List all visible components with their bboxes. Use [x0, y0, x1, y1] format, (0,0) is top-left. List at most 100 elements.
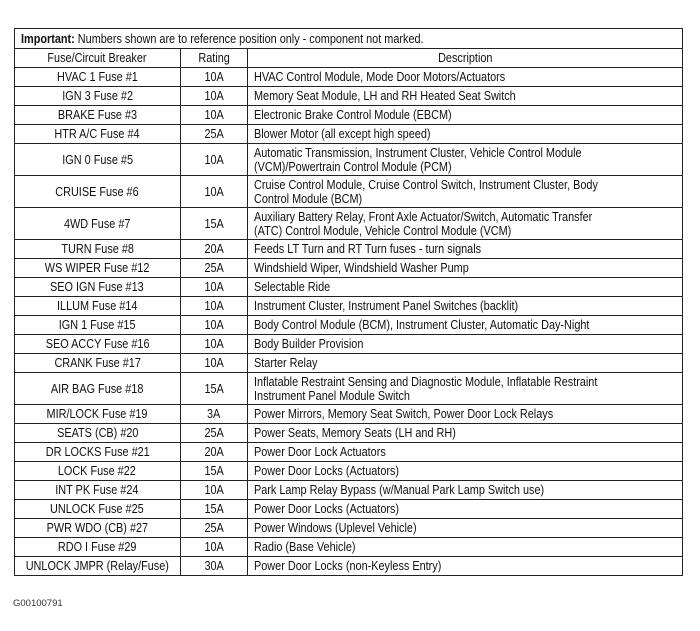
table-row: PWR WDO (CB) #27 25A Power Windows (Upleve… [14, 518, 684, 538]
description-cell: Body Control Module (BCM), Instrument Cl… [246, 315, 684, 335]
notice-row: Important: Numbers shown are to referenc… [14, 28, 683, 49]
header-fuse: Fuse/Circuit Breaker [14, 48, 181, 68]
description-line: Body Control Module (BCM), Instrument Cl… [253, 318, 590, 332]
description-line: Instrument Cluster, Instrument Panel Swi… [253, 299, 518, 313]
description-cell: Electronic Brake Control Module (EBCM) [246, 105, 684, 125]
table-row: UNLOCK JMPR (Relay/Fuse) 30A Power Door Lo… [14, 556, 684, 576]
description-line: Instrument Panel Module Switch [253, 388, 410, 403]
figure-id: G00100791 [13, 598, 63, 609]
description-line: Power Door Locks (Actuators) [253, 464, 399, 478]
description-line: HVAC Control Module, Mode Door Motors/Ac… [253, 70, 505, 84]
description-cell: Power Mirrors, Memory Seat Switch, Power… [246, 404, 684, 424]
rating-cell: 10A [179, 175, 248, 208]
rating-cell: 30A [179, 556, 248, 576]
description-cell: HVAC Control Module, Mode Door Motors/Ac… [246, 67, 684, 87]
description-cell: Park Lamp Relay Bypass (w/Manual Park La… [246, 480, 684, 500]
table-row: CRANK Fuse #17 10A Starter Relay [14, 353, 684, 373]
rating-cell: 25A [179, 423, 248, 443]
description-cell: Power Door Locks (Actuators) [246, 499, 684, 519]
description-line: Power Seats, Memory Seats (LH and RH) [253, 426, 456, 440]
table-row: LOCK Fuse #22 15A Power Door Locks (Actuat… [14, 461, 684, 481]
description-cell: Power Door Locks (non-Keyless Entry) [246, 556, 684, 576]
description-line: Power Door Locks (non-Keyless Entry) [253, 559, 441, 573]
description-line: Windshield Wiper, Windshield Washer Pump [253, 261, 469, 275]
description-line: Cruise Control Module, Cruise Control Sw… [253, 177, 598, 192]
description-cell: Power Windows (Uplevel Vehicle) [246, 518, 684, 538]
fuse-cell: IGN 0 Fuse #5 [14, 143, 181, 176]
fuse-cell: UNLOCK JMPR (Relay/Fuse) [14, 556, 181, 576]
table-row: DR LOCKS Fuse #21 20A Power Door Lock Actu… [14, 442, 684, 462]
table-row: INT PK Fuse #24 10A Park Lamp Relay Bypass… [14, 480, 684, 500]
fuse-cell: HVAC 1 Fuse #1 [14, 67, 181, 87]
fuse-cell: UNLOCK Fuse #25 [14, 499, 181, 519]
fuse-cell: HTR A/C Fuse #4 [14, 124, 181, 144]
table-row: TURN Fuse #8 20A Feeds LT Turn and RT Turn… [14, 239, 684, 259]
table-row: HTR A/C Fuse #4 25A Blower Motor (all exce… [14, 124, 684, 144]
rating-cell: 15A [179, 461, 248, 481]
header-row: Fuse/Circuit Breaker Rating Description [14, 48, 684, 68]
description-cell: Memory Seat Module, LH and RH Heated Sea… [246, 86, 684, 106]
rating-cell: 10A [179, 67, 248, 87]
fuse-cell: IGN 1 Fuse #15 [14, 315, 181, 335]
description-line: Park Lamp Relay Bypass (w/Manual Park La… [253, 483, 544, 497]
description-cell: Radio (Base Vehicle) [246, 537, 684, 557]
description-cell: Selectable Ride [246, 277, 684, 297]
description-cell: Feeds LT Turn and RT Turn fuses - turn s… [246, 239, 684, 259]
description-cell: Cruise Control Module, Cruise Control Sw… [246, 175, 684, 208]
rating-cell: 10A [179, 334, 248, 354]
description-cell: Windshield Wiper, Windshield Washer Pump [246, 258, 684, 278]
rating-cell: 10A [179, 480, 248, 500]
table-row: IGN 3 Fuse #2 10A Memory Seat Module, LH a… [14, 86, 684, 106]
description-line: Memory Seat Module, LH and RH Heated Sea… [253, 89, 516, 103]
rating-cell: 10A [179, 105, 248, 125]
rating-cell: 15A [179, 372, 248, 405]
description-cell: Automatic Transmission, Instrument Clust… [246, 143, 684, 176]
table-row: ILLUM Fuse #14 10A Instrument Cluster, Ins… [14, 296, 684, 316]
rating-cell: 15A [179, 207, 248, 240]
description-cell: Power Seats, Memory Seats (LH and RH) [246, 423, 684, 443]
fuse-cell: LOCK Fuse #22 [14, 461, 181, 481]
fuse-cell: ILLUM Fuse #14 [14, 296, 181, 316]
description-line: Starter Relay [253, 356, 318, 370]
description-cell: Inflatable Restraint Sensing and Diagnos… [246, 372, 684, 405]
description-line: Power Door Lock Actuators [253, 445, 386, 459]
table-row: UNLOCK Fuse #25 15A Power Door Locks (Actu… [14, 499, 684, 519]
description-cell: Instrument Cluster, Instrument Panel Swi… [246, 296, 684, 316]
table-row: RDO I Fuse #29 10A Radio (Base Vehicle) [14, 537, 684, 557]
table-row: IGN 0 Fuse #5 10A Automatic Transmission, … [14, 143, 684, 176]
description-cell: Power Door Lock Actuators [246, 442, 684, 462]
fuse-cell: MIR/LOCK Fuse #19 [14, 404, 181, 424]
rating-cell: 10A [179, 296, 248, 316]
rating-cell: 3A [179, 404, 248, 424]
description-cell: Blower Motor (all except high speed) [246, 124, 684, 144]
fuse-cell: WS WIPER Fuse #12 [14, 258, 181, 278]
table-row: SEO ACCY Fuse #16 10A Body Builder Provisi… [14, 334, 684, 354]
fuse-cell: IGN 3 Fuse #2 [14, 86, 181, 106]
rating-cell: 25A [179, 258, 248, 278]
fuse-cell: SEO IGN Fuse #13 [14, 277, 181, 297]
header-description: Description [246, 48, 684, 68]
description-line: Automatic Transmission, Instrument Clust… [253, 145, 582, 160]
notice-text: Numbers shown are to reference position … [74, 31, 424, 46]
rating-cell: 15A [179, 499, 248, 519]
rating-cell: 20A [179, 442, 248, 462]
description-cell: Power Door Locks (Actuators) [246, 461, 684, 481]
description-line: (VCM)/Powertrain Control Module (PCM) [253, 159, 452, 174]
description-line: Selectable Ride [253, 280, 330, 294]
fuse-cell: SEO ACCY Fuse #16 [14, 334, 181, 354]
description-line: Electronic Brake Control Module (EBCM) [253, 108, 452, 122]
fuse-cell: 4WD Fuse #7 [14, 207, 181, 240]
table-row: MIR/LOCK Fuse #19 3A Power Mirrors, Memory… [14, 404, 684, 424]
rating-cell: 25A [179, 518, 248, 538]
table-row: SEO IGN Fuse #13 10A Selectable Ride [14, 277, 684, 297]
description-line: Control Module (BCM) [253, 191, 362, 206]
fuse-cell: BRAKE Fuse #3 [14, 105, 181, 125]
table-row: AIR BAG Fuse #18 15A Inflatable Restraint … [14, 372, 684, 405]
rating-cell: 10A [179, 537, 248, 557]
description-line: Radio (Base Vehicle) [253, 540, 356, 554]
fuse-cell: PWR WDO (CB) #27 [14, 518, 181, 538]
table-row: SEATS (CB) #20 25A Power Seats, Memory Sea… [14, 423, 684, 443]
table-row: WS WIPER Fuse #12 25A Windshield Wiper, Wi… [14, 258, 684, 278]
description-line: Power Windows (Uplevel Vehicle) [253, 521, 417, 535]
rating-cell: 10A [179, 143, 248, 176]
